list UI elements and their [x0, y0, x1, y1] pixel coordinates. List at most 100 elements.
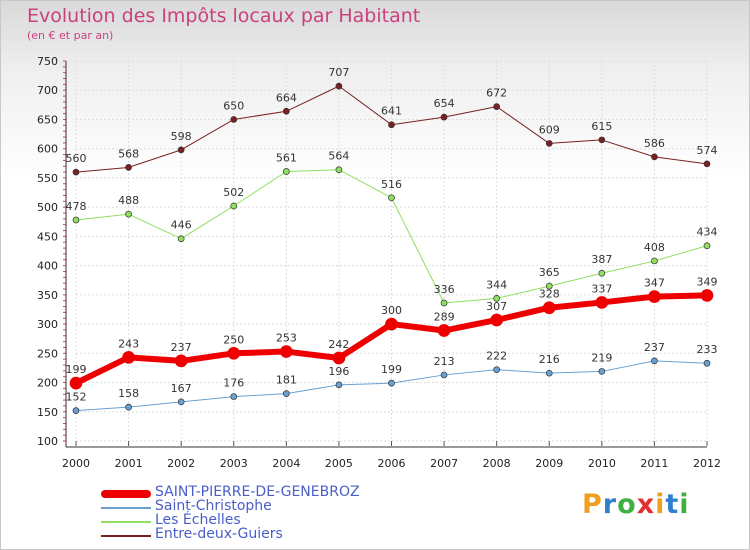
data-point-entre-deux-guiers: [177, 146, 185, 154]
x-tick-label: 2009: [535, 457, 563, 470]
x-tick-label: 2001: [115, 457, 143, 470]
data-point-saint-christophe: [598, 368, 606, 375]
data-point-saint-pierre-de-genebroz: [122, 351, 135, 364]
legend-label: SAINT-PIERRE-DE-GENEBROZ: [155, 484, 360, 500]
data-label-saint-pierre-de-genebroz: 253: [276, 332, 297, 345]
data-label-saint-pierre-de-genebroz: 349: [697, 275, 718, 288]
logo-letter: P: [582, 489, 603, 520]
series-lines: [69, 82, 714, 414]
data-point-entre-deux-guiers: [493, 103, 501, 110]
data-label-les-chelles: 516: [381, 178, 402, 191]
proxiti-logo: Proxiti: [582, 489, 690, 520]
y-tick-label: 250: [37, 347, 58, 360]
data-label-saint-christophe: 216: [539, 353, 560, 366]
data-point-saint-christophe: [282, 390, 290, 397]
data-label-les-chelles: 365: [539, 266, 560, 279]
data-point-entre-deux-guiers: [230, 116, 238, 123]
data-point-saint-pierre-de-genebroz: [279, 345, 293, 358]
x-tick-label: 2008: [483, 457, 511, 470]
y-tick-label: 500: [37, 201, 58, 214]
y-tick-label: 300: [37, 318, 58, 331]
data-point-saint-christophe: [230, 393, 238, 400]
data-label-saint-christophe: 237: [644, 341, 665, 354]
data-label-saint-christophe: 233: [697, 343, 718, 356]
data-label-saint-pierre-de-genebroz: 328: [539, 288, 560, 301]
data-label-saint-pierre-de-genebroz: 307: [486, 300, 507, 313]
data-label-entre-deux-guiers: 707: [328, 66, 349, 79]
data-point-saint-christophe: [177, 398, 185, 406]
data-point-les-chelles: [72, 216, 80, 224]
data-label-saint-pierre-de-genebroz: 347: [644, 277, 665, 290]
data-point-entre-deux-guiers: [545, 140, 553, 147]
data-label-saint-pierre-de-genebroz: 242: [328, 338, 349, 351]
x-tick-label: 2005: [325, 457, 353, 470]
data-label-entre-deux-guiers: 615: [591, 120, 612, 133]
data-label-saint-christophe: 196: [328, 365, 349, 378]
data-point-les-chelles: [598, 269, 606, 277]
data-point-saint-christophe: [335, 381, 343, 389]
data-label-entre-deux-guiers: 664: [276, 91, 297, 104]
x-tick-label: 2004: [272, 457, 300, 470]
data-point-les-chelles: [335, 166, 343, 174]
data-label-les-chelles: 336: [434, 283, 455, 296]
data-point-saint-christophe: [72, 407, 80, 414]
data-label-saint-christophe: 213: [434, 355, 455, 368]
data-point-les-chelles: [230, 202, 238, 210]
data-label-saint-christophe: 152: [66, 391, 87, 404]
data-label-entre-deux-guiers: 598: [171, 130, 192, 143]
data-point-les-chelles: [545, 282, 553, 290]
data-point-les-chelles: [651, 257, 658, 265]
y-tick-label: 600: [37, 143, 58, 156]
data-point-entre-deux-guiers: [72, 168, 80, 176]
data-label-saint-christophe: 158: [118, 387, 139, 400]
y-tick-label: 450: [37, 230, 58, 243]
logo-letter: x: [636, 489, 656, 520]
x-tick-label: 2003: [220, 457, 248, 470]
data-labels: 560 568 598 650 664 707 641 654 672 609 615 586 574 4…: [66, 66, 718, 403]
data-point-entre-deux-guiers: [335, 82, 343, 90]
x-tick-label: 2011: [640, 457, 668, 470]
data-label-les-chelles: 561: [276, 151, 297, 164]
data-label-entre-deux-guiers: 650: [223, 99, 244, 112]
data-point-saint-christophe: [125, 403, 132, 411]
y-tick-label: 700: [37, 84, 58, 97]
data-point-saint-christophe: [703, 359, 711, 367]
data-label-les-chelles: 408: [644, 241, 665, 254]
data-label-entre-deux-guiers: 672: [486, 87, 507, 100]
data-point-entre-deux-guiers: [388, 121, 395, 129]
data-point-les-chelles: [440, 299, 448, 307]
data-label-saint-pierre-de-genebroz: 300: [381, 304, 402, 317]
data-point-saint-christophe: [545, 369, 553, 377]
data-label-les-chelles: 564: [328, 150, 349, 163]
data-point-saint-pierre-de-genebroz: [385, 317, 398, 331]
data-point-saint-pierre-de-genebroz: [542, 301, 556, 315]
data-point-saint-pierre-de-genebroz: [174, 354, 188, 368]
x-tick-label: 2010: [588, 457, 616, 470]
data-point-saint-christophe: [493, 366, 501, 374]
data-point-entre-deux-guiers: [598, 136, 606, 144]
data-point-les-chelles: [493, 295, 501, 302]
data-label-les-chelles: 434: [697, 226, 718, 239]
logo-letter: r: [602, 489, 618, 520]
data-point-entre-deux-guiers: [440, 113, 448, 121]
data-point-saint-christophe: [651, 357, 658, 365]
legend-swatch: [101, 535, 151, 537]
data-label-les-chelles: 502: [223, 186, 244, 199]
data-label-saint-pierre-de-genebroz: 289: [434, 311, 455, 324]
logo-letter: i: [655, 489, 666, 520]
data-point-saint-pierre-de-genebroz: [437, 324, 451, 337]
data-point-les-chelles: [282, 168, 290, 175]
data-point-saint-pierre-de-genebroz: [595, 296, 609, 309]
data-label-entre-deux-guiers: 574: [697, 144, 718, 157]
data-label-saint-christophe: 176: [223, 377, 244, 390]
legend-swatch: [101, 521, 151, 523]
data-point-entre-deux-guiers: [651, 153, 658, 161]
data-label-entre-deux-guiers: 641: [381, 105, 402, 118]
data-point-les-chelles: [177, 235, 185, 243]
data-label-saint-pierre-de-genebroz: 337: [591, 282, 612, 295]
chart-subtitle: (en € et par an): [27, 29, 114, 42]
x-tick-label: 2000: [62, 457, 90, 470]
data-label-saint-pierre-de-genebroz: 237: [171, 341, 192, 354]
data-label-entre-deux-guiers: 568: [118, 147, 139, 160]
legend-swatch: [101, 490, 151, 498]
